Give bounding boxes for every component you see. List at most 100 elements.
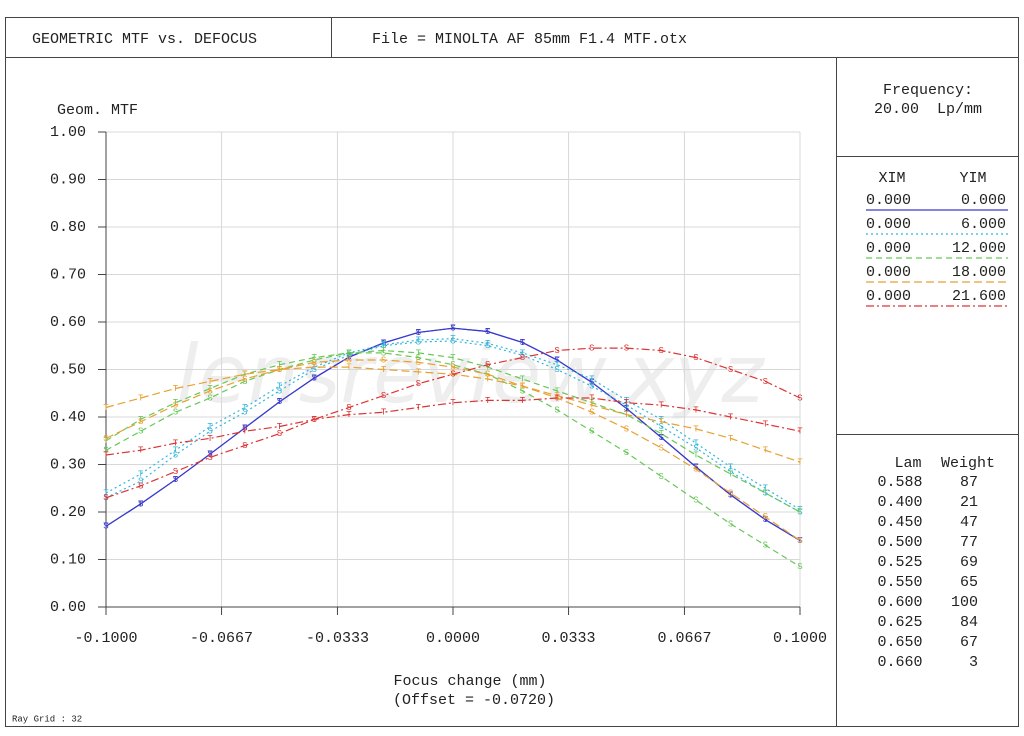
wavelength: 0.500 [877,534,922,551]
marker: T [658,429,664,439]
marker: S [346,348,351,358]
marker: S [138,427,143,437]
marker: S [485,360,490,370]
marker: S [520,351,525,361]
marker: S [416,337,421,347]
marker: S [311,358,316,368]
marker: S [311,365,316,375]
marker: S [416,379,421,389]
y-tick-label: 0.00 [50,599,86,616]
offset: (Offset = -0.0720) [393,692,555,709]
weight: 3 [969,654,978,671]
marker: T [520,348,526,358]
marker: S [311,355,316,365]
marker: T [450,398,456,408]
marker: S [520,338,525,348]
marker: S [763,488,768,498]
marker: S [728,490,733,500]
marker: T [207,434,213,444]
marker: T [797,507,803,517]
marker: T [589,398,595,408]
wavelength: 0.625 [877,614,922,631]
wavelength: 0.550 [877,574,922,591]
weight: 67 [960,634,978,651]
marker: T [520,396,526,406]
marker: S [381,355,386,365]
marker: T [173,439,179,449]
marker: S [624,401,629,411]
marker: T [554,386,560,396]
marker: T [693,424,699,434]
wavelength: 0.450 [877,514,922,531]
wavelength-header: Weight [941,455,995,472]
marker: S [103,493,108,503]
marker: S [728,488,733,498]
marker: S [416,358,421,368]
marker: S [450,336,455,346]
marker: S [450,370,455,380]
marker: T [277,422,283,432]
wavelength: 0.400 [877,494,922,511]
marker: S [242,374,247,384]
x-tick-label: 0.0000 [426,630,480,647]
marker: S [728,365,733,375]
marker: T [554,360,560,370]
marker: S [173,467,178,477]
marker: S [624,404,629,414]
marker: T [797,458,803,468]
marker: S [207,393,212,403]
marker: S [520,382,525,392]
marker: T [103,488,109,498]
marker: S [658,443,663,453]
legend-header: XIM [878,170,905,187]
weight: 21 [960,494,978,511]
marker: T [381,346,387,356]
marker: S [693,496,698,506]
marker: S [416,328,421,338]
marker: S [763,512,768,522]
marker: S [797,536,802,546]
marker: T [658,417,664,427]
marker: S [173,408,178,418]
frequency-title: Frequency: [883,82,973,99]
marker: T [381,365,387,375]
marker: S [624,448,629,458]
mtf-curve [105,327,801,542]
marker: S [277,429,282,439]
marker: S [277,365,282,375]
wavelength: 0.588 [877,474,922,491]
marker: S [207,449,212,459]
marker: S [242,408,247,418]
y-tick-label: 0.50 [50,361,86,378]
marker: S [763,377,768,387]
marker: T [207,422,213,432]
mtf-curve [105,359,801,541]
marker: S [728,519,733,529]
marker: T [242,403,248,413]
x-tick-label: 0.0333 [542,630,596,647]
weight: 77 [960,534,978,551]
marker: T [589,374,595,384]
marker: S [138,477,143,487]
marker: S [485,370,490,380]
marker: T [381,408,387,418]
marker: T [520,374,526,384]
legend-header: YIM [959,170,986,187]
marker: S [554,405,559,415]
wavelength: 0.660 [877,654,922,671]
marker: T [797,536,803,546]
marker: S [797,393,802,403]
marker: S [589,378,594,388]
marker: T [346,363,352,373]
marker: T [173,446,179,456]
marker: S [138,417,143,427]
marker: S [520,386,525,396]
marker: S [346,403,351,413]
marker: T [589,401,595,411]
marker: S [520,353,525,363]
marker: S [693,443,698,453]
legend-xim: 0.000 [866,240,911,257]
marker: T [728,462,734,472]
legend-xim: 0.000 [866,288,911,305]
weight: 65 [960,574,978,591]
